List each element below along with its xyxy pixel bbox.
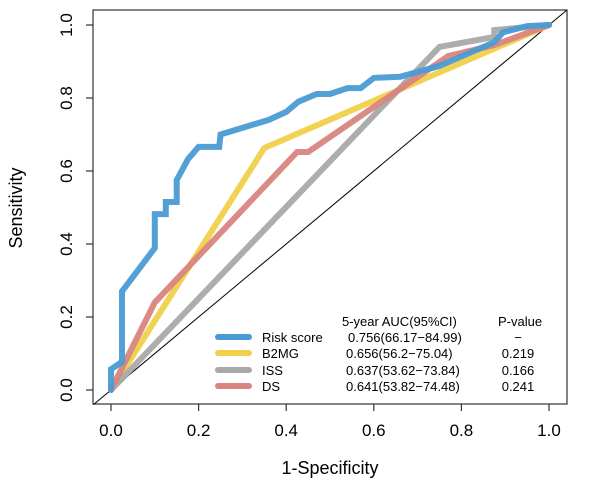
y-tick-label: 1.0 bbox=[57, 13, 76, 37]
legend-row-risk-score: Risk score 0.756(66.17−84.99) − bbox=[215, 330, 522, 345]
series-line-risk-score bbox=[108, 22, 552, 393]
legend-p-header: P-value bbox=[498, 314, 542, 329]
y-tick-label: 0.2 bbox=[57, 305, 76, 329]
legend-series-name: DS bbox=[262, 379, 280, 394]
legend-auc-value: 0.641(53.82−74.48) bbox=[346, 379, 460, 394]
legend-p-value: 0.241 bbox=[502, 379, 535, 394]
y-axis-title: Sensitivity bbox=[6, 167, 26, 248]
y-axis: 0.0 0.2 0.4 0.6 0.8 1.0 bbox=[57, 13, 93, 402]
y-tick-label: 0.6 bbox=[57, 159, 76, 183]
y-tick-label: 0.8 bbox=[57, 86, 76, 110]
legend-auc-header: 5-year AUC(95%CI) bbox=[342, 314, 457, 329]
legend-row-ds: DS 0.641(53.82−74.48) 0.241 bbox=[215, 379, 535, 394]
reference-diagonal-line bbox=[93, 10, 567, 405]
y-tick-label: 0.0 bbox=[57, 378, 76, 402]
legend-series-name: Risk score bbox=[262, 330, 323, 345]
legend: 5-year AUC(95%CI) P-value Risk score 0.75… bbox=[215, 314, 542, 394]
legend-series-name: B2MG bbox=[262, 346, 299, 361]
legend-p-value: 0.166 bbox=[502, 363, 535, 378]
x-tick-label: 0.8 bbox=[450, 421, 474, 440]
x-tick-label: 0.2 bbox=[187, 421, 211, 440]
plot-frame bbox=[92, 9, 568, 405]
legend-p-value: − bbox=[514, 330, 522, 345]
legend-p-value: 0.219 bbox=[502, 346, 535, 361]
legend-series-name: ISS bbox=[262, 363, 283, 378]
x-axis: 0.0 0.2 0.4 0.6 0.8 1.0 bbox=[99, 404, 561, 440]
y-tick-label: 0.4 bbox=[57, 232, 76, 256]
legend-auc-value: 0.637(53.62−73.84) bbox=[346, 363, 460, 378]
x-tick-label: 0.4 bbox=[274, 421, 298, 440]
series-layer bbox=[108, 22, 552, 393]
x-tick-label: 0.0 bbox=[99, 421, 123, 440]
legend-row-b2mg: B2MG 0.656(56.2−75.04) 0.219 bbox=[215, 346, 535, 361]
x-tick-label: 1.0 bbox=[537, 421, 561, 440]
legend-row-iss: ISS 0.637(53.62−73.84) 0.166 bbox=[215, 363, 535, 378]
series-line-b2mg bbox=[108, 22, 552, 393]
x-tick-label: 0.6 bbox=[362, 421, 386, 440]
legend-auc-value: 0.756(66.17−84.99) bbox=[348, 330, 462, 345]
x-axis-title: 1-Specificity bbox=[281, 458, 378, 478]
legend-auc-value: 0.656(56.2−75.04) bbox=[346, 346, 453, 361]
